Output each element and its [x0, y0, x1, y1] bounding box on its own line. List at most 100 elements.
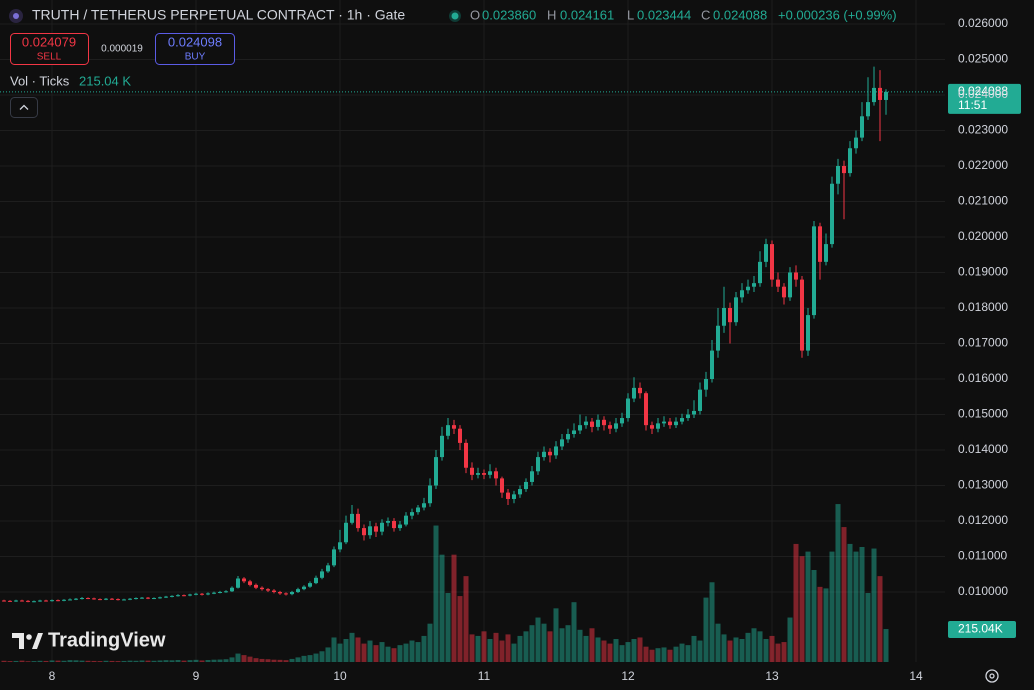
y-tick-label: 0.023000 — [958, 123, 1008, 137]
sell-price[interactable]: 0.024079 — [22, 34, 76, 49]
candle-body — [116, 599, 120, 601]
volume-bar — [667, 649, 673, 662]
candle-body — [536, 457, 540, 472]
candle-body — [764, 244, 768, 262]
candle-body — [332, 549, 336, 566]
buy-button[interactable] — [155, 33, 235, 65]
candle-body — [398, 524, 402, 529]
candle-body — [176, 595, 180, 597]
gear-hub[interactable] — [989, 673, 995, 679]
candle-body — [842, 165, 846, 174]
volume-bar — [115, 661, 121, 662]
volume-bar — [703, 597, 709, 662]
settings-icon[interactable] — [985, 669, 999, 683]
volume-bar — [529, 625, 535, 662]
candle-body — [860, 116, 864, 138]
candle-body — [494, 471, 498, 479]
volume-bar — [643, 646, 649, 662]
collapse-button[interactable] — [10, 97, 38, 118]
volume-bar — [1, 660, 7, 662]
candle-body — [356, 513, 360, 529]
volume-bar — [97, 661, 103, 662]
volume-bar — [235, 653, 241, 662]
candle-body — [500, 478, 504, 493]
volume-bar — [799, 556, 805, 662]
volume-bar — [469, 634, 475, 662]
volume-bar — [781, 642, 787, 662]
candle-body — [626, 398, 630, 419]
sell-label[interactable]: SELL — [37, 52, 62, 63]
volume-bar — [151, 660, 157, 662]
candle-body — [266, 589, 270, 591]
candle-body — [644, 393, 648, 426]
candle-body — [122, 599, 126, 601]
volume-bar — [499, 640, 505, 662]
candle-body — [38, 600, 42, 602]
buy-price[interactable]: 0.024098 — [168, 34, 222, 49]
candle-body — [368, 526, 372, 536]
candle-body — [542, 451, 546, 458]
candle-body — [758, 261, 762, 284]
volume-bar — [73, 660, 79, 662]
candle-body — [32, 601, 36, 603]
candle-body — [392, 520, 396, 529]
candle-body — [296, 589, 300, 592]
candle-body — [110, 598, 114, 600]
volume-bar — [103, 660, 109, 662]
candle-body — [740, 290, 744, 298]
volume-bar — [709, 582, 715, 662]
candle-body — [716, 325, 720, 351]
y-tick-label: 0.012000 — [958, 513, 1008, 527]
sell-button[interactable] — [10, 33, 89, 65]
candles — [2, 66, 888, 603]
volume-bar — [415, 642, 421, 662]
watermark-text: TradingView — [48, 629, 166, 651]
candle-body — [704, 378, 708, 390]
candle-body — [632, 387, 636, 399]
candle-body — [50, 600, 54, 602]
candle-body — [656, 423, 660, 429]
volume-bar — [349, 632, 355, 662]
volume-bar — [271, 659, 277, 662]
candle-body — [302, 586, 306, 590]
candle-body — [482, 473, 486, 475]
y-tick-label: 0.019000 — [958, 265, 1008, 279]
collapse-icon[interactable] — [19, 104, 29, 110]
volume-bar — [13, 660, 19, 662]
candle-body — [80, 598, 84, 600]
candle-body — [338, 542, 342, 550]
buy-label[interactable]: BUY — [185, 52, 206, 63]
candle-body — [62, 599, 66, 601]
candle-body — [314, 577, 318, 584]
volume-bar — [649, 649, 655, 662]
volume-bar — [85, 660, 91, 662]
volume-bar — [541, 623, 547, 662]
x-tick-label: 11 — [478, 669, 491, 683]
candle-body — [722, 307, 726, 326]
volume-bar — [523, 631, 529, 662]
candle-body — [776, 279, 780, 287]
volume-bar — [535, 617, 541, 662]
volume-bar — [793, 543, 799, 662]
candle-body — [572, 430, 576, 435]
volume-bar — [283, 660, 289, 662]
candle-body — [248, 581, 252, 585]
candle-body — [242, 578, 246, 582]
candle-body — [8, 600, 12, 602]
candle-body — [836, 165, 840, 184]
volume-bar — [187, 660, 193, 662]
candle-body — [416, 507, 420, 513]
volume-bar — [277, 659, 283, 662]
y-tick-label: 0.021000 — [958, 194, 1008, 208]
candle-body — [134, 598, 138, 600]
volume-bar — [595, 637, 601, 662]
gear-ring[interactable] — [985, 669, 999, 683]
candle-body — [746, 286, 750, 291]
ohlc-value: 0.023860 — [482, 7, 536, 22]
candle-body — [794, 272, 798, 280]
volume-bar — [145, 660, 151, 662]
volume-bar — [121, 660, 127, 662]
volume-bar — [493, 632, 499, 662]
candle-body — [170, 595, 174, 597]
volume-bar — [355, 637, 361, 662]
